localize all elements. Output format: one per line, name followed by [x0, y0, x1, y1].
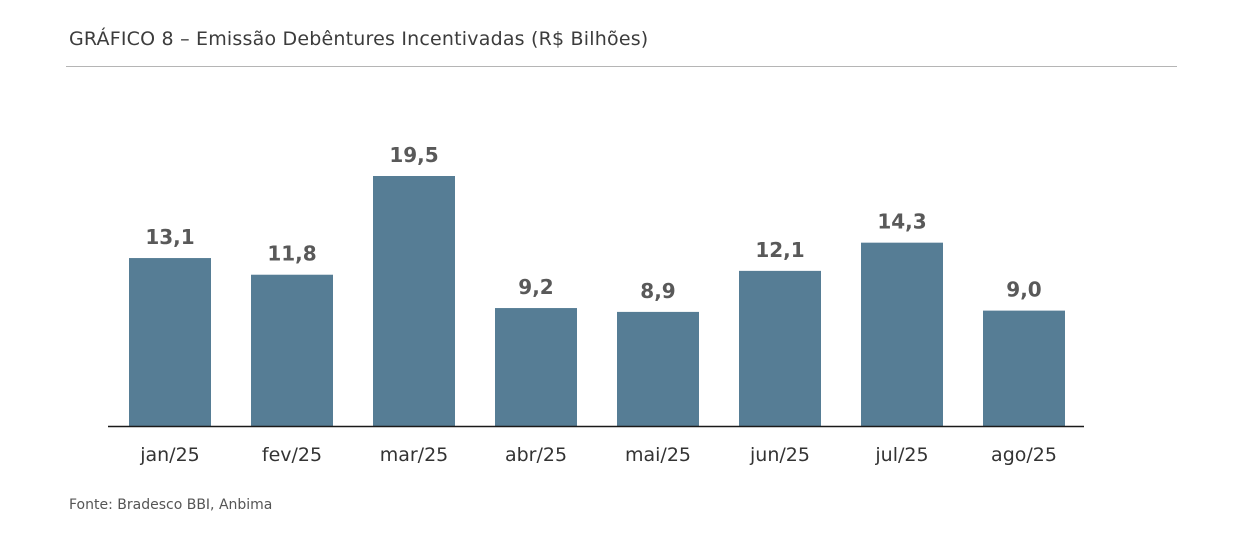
bar-abr-25 — [495, 308, 577, 426]
chart-title: GRÁFICO 8 – Emissão Debêntures Incentiva… — [69, 28, 649, 50]
bar-jul-25 — [861, 242, 943, 426]
value-label-fev-25: 11,8 — [267, 242, 316, 266]
value-label-abr-25: 9,2 — [518, 275, 553, 299]
x-tick-label-jul-25: jul/25 — [874, 444, 928, 466]
bar-mar-25 — [373, 176, 455, 426]
x-tick-labels-group: jan/25 fev/25 mar/25 abr/25 mai/25 jun/25 jul/… — [139, 444, 1057, 466]
x-tick-label-fev-25: fev/25 — [262, 444, 322, 466]
x-tick-label-jan-25: jan/25 — [139, 444, 200, 466]
value-label-jan-25: 13,1 — [145, 225, 194, 249]
x-tick-label-mar-25: mar/25 — [380, 444, 449, 466]
title-divider — [66, 66, 1177, 67]
source-note: Fonte: Bradesco BBI, Anbima — [69, 497, 273, 513]
x-tick-label-abr-25: abr/25 — [505, 444, 567, 466]
bar-jun-25 — [739, 270, 821, 426]
value-label-mar-25: 19,5 — [389, 143, 438, 167]
bar-chart: 13,1 11,8 19,5 9,2 8,9 12,1 14,3 9,0 jan/25 fev/… — [108, 143, 1084, 466]
value-label-jul-25: 14,3 — [877, 210, 926, 234]
value-label-mai-25: 8,9 — [640, 279, 675, 303]
x-tick-label-mai-25: mai/25 — [625, 444, 691, 466]
x-tick-label-jun-25: jun/25 — [749, 444, 810, 466]
bars-group — [129, 176, 1065, 426]
bar-ago-25 — [983, 310, 1065, 426]
bar-fev-25 — [251, 274, 333, 426]
bar-mai-25 — [617, 311, 699, 426]
bar-jan-25 — [129, 258, 211, 426]
value-label-jun-25: 12,1 — [755, 238, 804, 262]
x-tick-label-ago-25: ago/25 — [991, 444, 1057, 466]
value-label-ago-25: 9,0 — [1006, 278, 1041, 302]
value-labels-group: 13,1 11,8 19,5 9,2 8,9 12,1 14,3 9,0 — [145, 143, 1041, 303]
